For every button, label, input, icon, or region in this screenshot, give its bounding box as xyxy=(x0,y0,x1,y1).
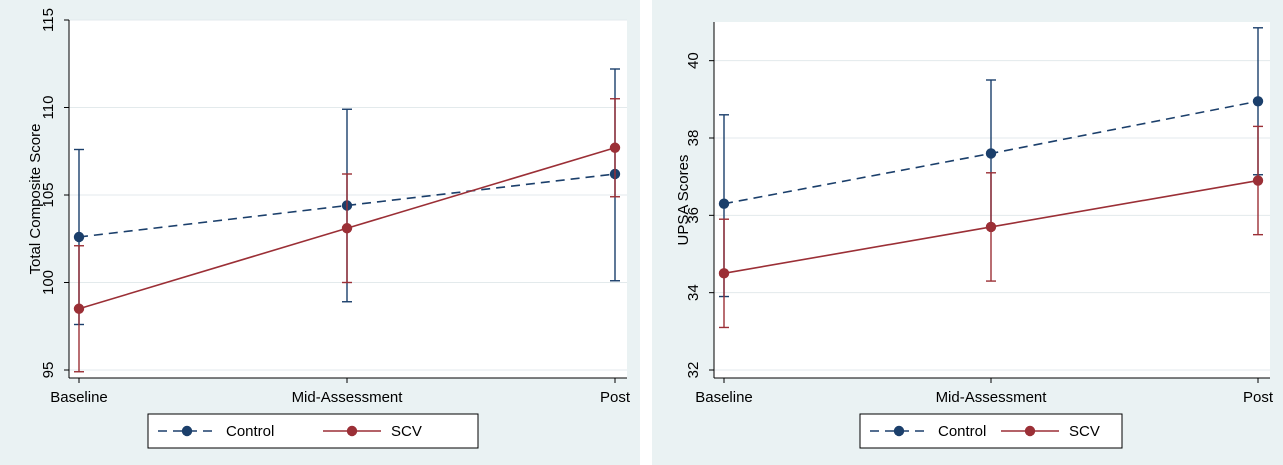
x-tick-label: Post xyxy=(1243,389,1274,406)
legend-marker-control xyxy=(181,425,193,437)
y-axis-title: UPSA Scores xyxy=(675,155,692,246)
y-tick-label: 38 xyxy=(685,130,702,147)
x-tick-label: Mid-Assessment xyxy=(936,389,1048,406)
y-tick-label: 100 xyxy=(40,270,57,295)
legend-marker-scv xyxy=(346,425,358,437)
legend-marker-scv xyxy=(1024,425,1036,437)
x-tick-label: Mid-Assessment xyxy=(292,389,404,406)
y-axis-title: Total Composite Score xyxy=(27,124,44,275)
data-point-control xyxy=(73,231,85,243)
x-tick-label: Post xyxy=(600,389,631,406)
legend-label-scv: SCV xyxy=(1069,423,1100,440)
y-tick-label: 110 xyxy=(40,96,57,120)
data-point-control xyxy=(985,148,997,159)
legend-label-scv: SCV xyxy=(391,423,422,440)
x-tick-label: Baseline xyxy=(695,389,753,406)
y-tick-label: 115 xyxy=(40,8,57,32)
data-point-scv xyxy=(341,223,353,234)
legend-box xyxy=(147,413,479,449)
chart-panel-right: 32 34 36 38 40 Baseline Mid-Assessment Post UPSA… xyxy=(652,0,1283,465)
data-point-scv xyxy=(718,268,730,279)
data-point-scv xyxy=(609,142,621,153)
chart-right: 32 34 36 38 40 Baseline Mid-Assessment Post UPSA… xyxy=(675,22,1274,449)
legend-label-control: Control xyxy=(938,423,986,440)
data-point-control xyxy=(718,198,730,209)
y-tick-label: 95 xyxy=(40,362,57,379)
chart-left: 95 100 105 110 115 Baseline Mid-Assessment Post… xyxy=(27,8,631,449)
data-point-scv xyxy=(1252,175,1264,186)
plot-area xyxy=(69,20,627,378)
legend-marker-control xyxy=(893,425,905,437)
y-tick-label: 40 xyxy=(685,52,702,69)
y-tick-label: 36 xyxy=(685,207,702,224)
data-point-control xyxy=(1252,96,1264,107)
chart-panel-left: 95 100 105 110 115 Baseline Mid-Assessment Post… xyxy=(0,0,640,465)
y-tick-label: 32 xyxy=(685,362,702,379)
x-tick-label: Baseline xyxy=(50,389,108,406)
legend-label-control: Control xyxy=(226,423,274,440)
y-tick-label: 105 xyxy=(40,182,57,207)
plot-area xyxy=(714,22,1270,378)
y-tick-label: 34 xyxy=(685,284,702,301)
data-point-scv xyxy=(73,303,85,314)
data-point-scv xyxy=(985,221,997,233)
